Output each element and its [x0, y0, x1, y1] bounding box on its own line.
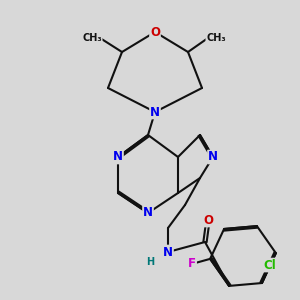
Text: N: N [143, 206, 153, 220]
Text: N: N [113, 151, 123, 164]
Text: N: N [208, 151, 218, 164]
Text: H: H [146, 257, 154, 267]
Text: CH₃: CH₃ [82, 33, 102, 43]
Text: F: F [188, 257, 196, 270]
Text: O: O [150, 26, 160, 38]
Text: Cl: Cl [264, 259, 276, 272]
Text: N: N [150, 106, 160, 118]
Text: N: N [163, 245, 173, 259]
Text: CH₃: CH₃ [206, 33, 226, 43]
Text: O: O [203, 214, 213, 226]
